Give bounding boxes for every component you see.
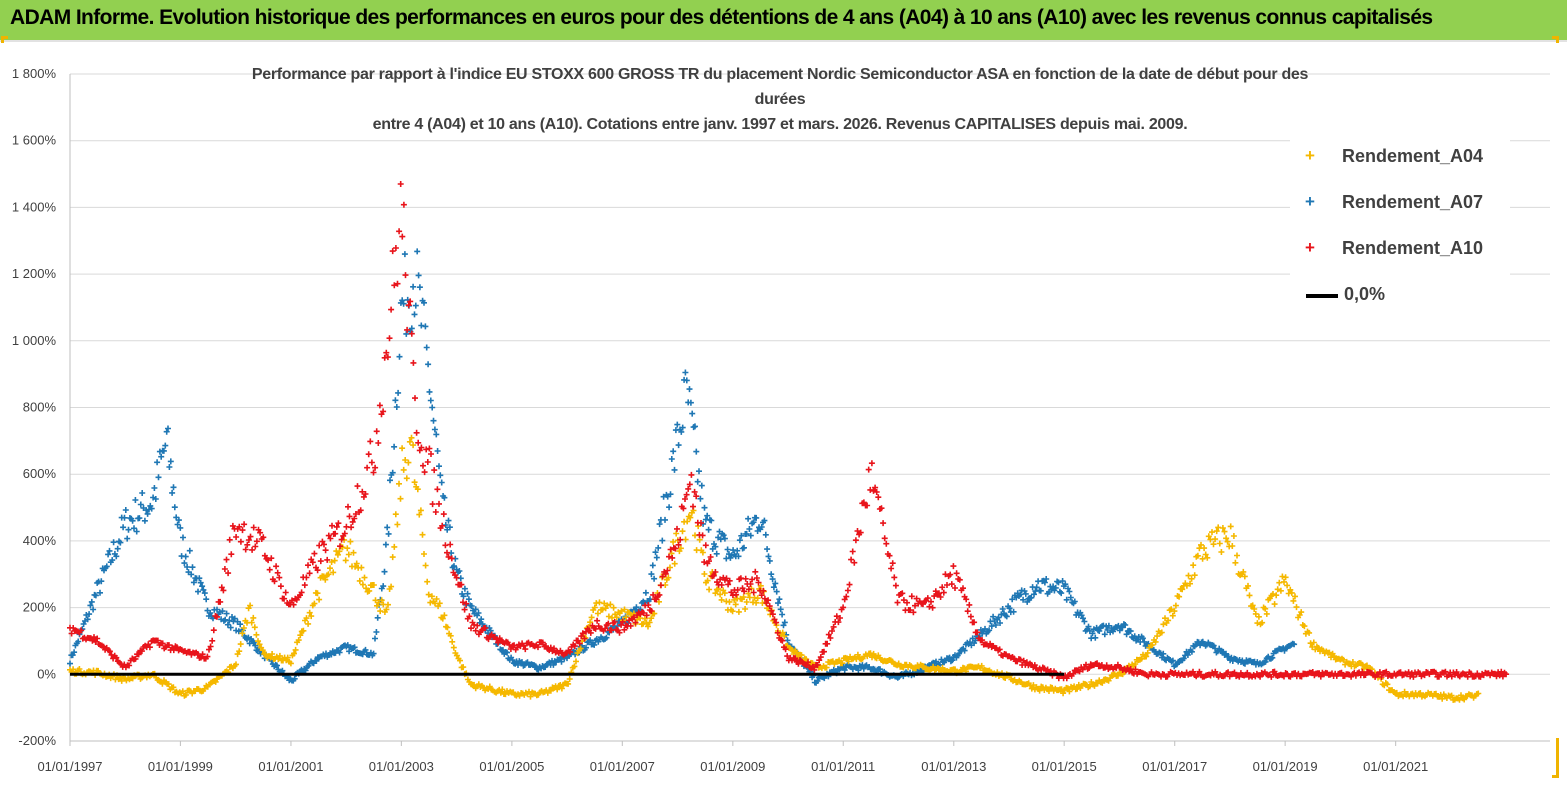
y-tick-label: 200% xyxy=(23,600,57,615)
legend-label-a04: Rendement_A04 xyxy=(1342,146,1484,166)
corner-marker-top-right xyxy=(1552,36,1559,43)
y-tick-label: 1 000% xyxy=(12,333,57,348)
x-tick-label: 01/01/2013 xyxy=(921,759,986,774)
x-tick-label: 01/01/2005 xyxy=(479,759,544,774)
legend-marker-a10: + xyxy=(1305,238,1315,257)
corner-marker-top-left xyxy=(1,36,8,43)
y-tick-label: -200% xyxy=(18,733,56,748)
legend-label-a07: Rendement_A07 xyxy=(1342,192,1484,212)
legend-marker-a07: + xyxy=(1305,192,1315,211)
x-tick-label: 01/01/2007 xyxy=(590,759,655,774)
y-tick-label: 1 800% xyxy=(12,66,57,81)
legend-label-zero: 0,0% xyxy=(1344,284,1386,304)
header-banner: ADAM Informe. Evolution historique des p… xyxy=(0,0,1567,42)
y-tick-label: 0% xyxy=(37,666,56,681)
y-tick-label: 1 200% xyxy=(12,266,57,281)
x-tick-label: 01/01/2017 xyxy=(1142,759,1207,774)
x-tick-label: 01/01/2019 xyxy=(1253,759,1318,774)
series-markers-Rendement_A10 xyxy=(67,181,1510,682)
legend-label-a10: Rendement_A10 xyxy=(1342,238,1484,258)
y-tick-label: 600% xyxy=(23,466,57,481)
x-tick-label: 01/01/2015 xyxy=(1032,759,1097,774)
x-tick-label: 01/01/1999 xyxy=(148,759,213,774)
y-tick-label: 400% xyxy=(23,533,57,548)
chart-title: Performance par rapport à l'indice EU ST… xyxy=(130,62,1430,137)
x-tick-label: 01/01/2001 xyxy=(258,759,323,774)
y-tick-label: 800% xyxy=(23,400,57,415)
chart-title-line-3: entre 4 (A04) et 10 ans (A10). Cotations… xyxy=(372,116,1188,133)
corner-marker-bottom-right xyxy=(1552,738,1559,778)
x-tick-label: 01/01/2003 xyxy=(369,759,434,774)
chart-title-line-1: Performance par rapport à l'indice EU ST… xyxy=(251,66,1309,83)
series-Rendement_A04 xyxy=(67,434,1482,703)
x-tick-label: 01/01/2009 xyxy=(700,759,765,774)
x-tick-label: 01/01/2021 xyxy=(1363,759,1428,774)
series-markers-Rendement_A04 xyxy=(67,434,1482,703)
chart-title-line-2: durées xyxy=(754,91,806,108)
series-Rendement_A10 xyxy=(67,181,1510,682)
chart-legend: + Rendement_A04 + Rendement_A07 + Rendem… xyxy=(1290,140,1510,320)
x-tick-label: 01/01/2011 xyxy=(811,759,875,774)
legend-line-zero xyxy=(1306,294,1338,298)
header-title: ADAM Informe. Evolution historique des p… xyxy=(10,6,1433,29)
y-tick-label: 1 400% xyxy=(12,199,57,214)
y-tick-label: 1 600% xyxy=(12,133,57,148)
legend-marker-a04: + xyxy=(1305,146,1315,165)
x-tick-label: 01/01/1997 xyxy=(37,759,102,774)
